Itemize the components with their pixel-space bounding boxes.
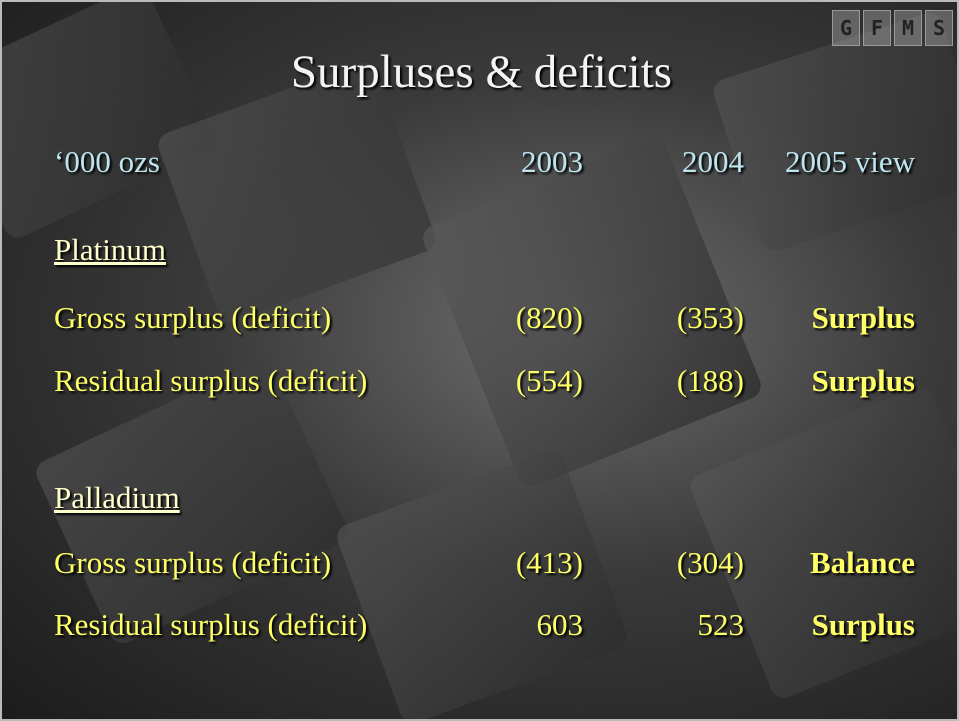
column-header: 2005 view	[785, 144, 915, 180]
column-header: ‘000 ozs	[54, 144, 160, 180]
logo-letter: F	[863, 10, 891, 46]
cell: (304)	[677, 545, 744, 581]
cell: (820)	[516, 300, 583, 336]
cell: 523	[698, 607, 745, 643]
section-label: Platinum	[54, 232, 166, 268]
cell: 603	[537, 607, 584, 643]
row-label: Residual surplus (deficit)	[54, 607, 367, 643]
column-header: 2004	[682, 144, 744, 180]
cell: Surplus	[812, 300, 915, 336]
row-label: Gross surplus (deficit)	[54, 300, 331, 336]
logo-letter: G	[832, 10, 860, 46]
cell: (413)	[516, 545, 583, 581]
cell: (353)	[677, 300, 744, 336]
section-label: Palladium	[54, 480, 180, 516]
column-header: 2003	[521, 144, 583, 180]
cell: Surplus	[812, 363, 915, 399]
cell: Surplus	[812, 607, 915, 643]
background-bar	[687, 382, 959, 702]
logo-letter: M	[894, 10, 922, 46]
cell: (188)	[677, 363, 744, 399]
slide-title: Surpluses & deficits	[2, 44, 959, 100]
row-label: Residual surplus (deficit)	[54, 363, 367, 399]
background-bar	[333, 447, 630, 721]
cell: Balance	[810, 545, 915, 581]
slide: Surpluses & deficits GFMS ‘000 ozs 2003 20…	[0, 0, 959, 721]
cell: (554)	[516, 363, 583, 399]
row-label: Gross surplus (deficit)	[54, 545, 331, 581]
logo-letter: S	[925, 10, 953, 46]
